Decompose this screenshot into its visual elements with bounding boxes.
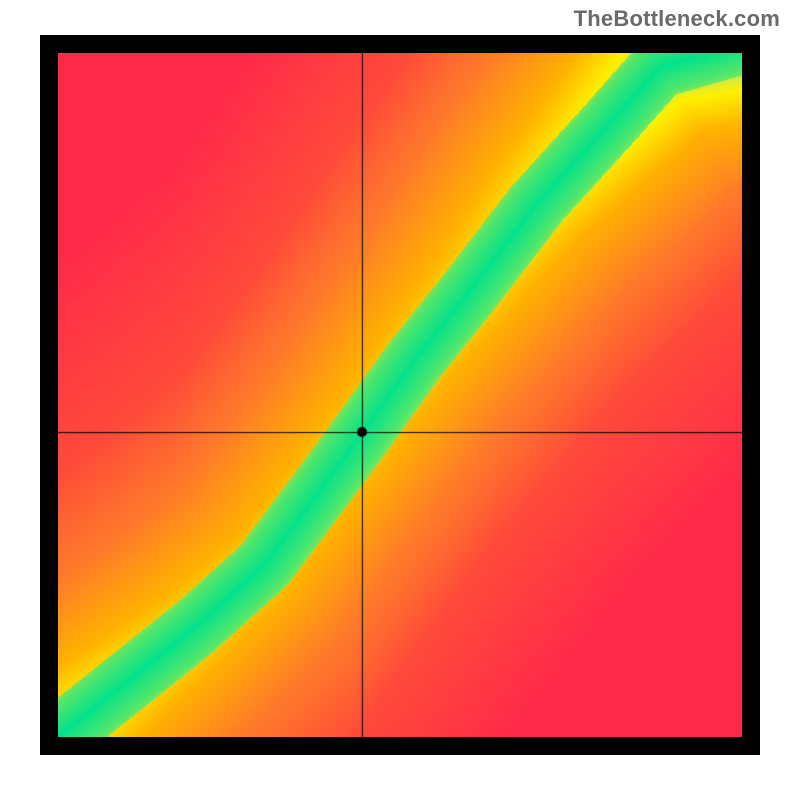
heatmap-plot xyxy=(40,35,760,755)
heatmap-canvas xyxy=(58,53,742,737)
watermark-text: TheBottleneck.com xyxy=(574,6,780,32)
